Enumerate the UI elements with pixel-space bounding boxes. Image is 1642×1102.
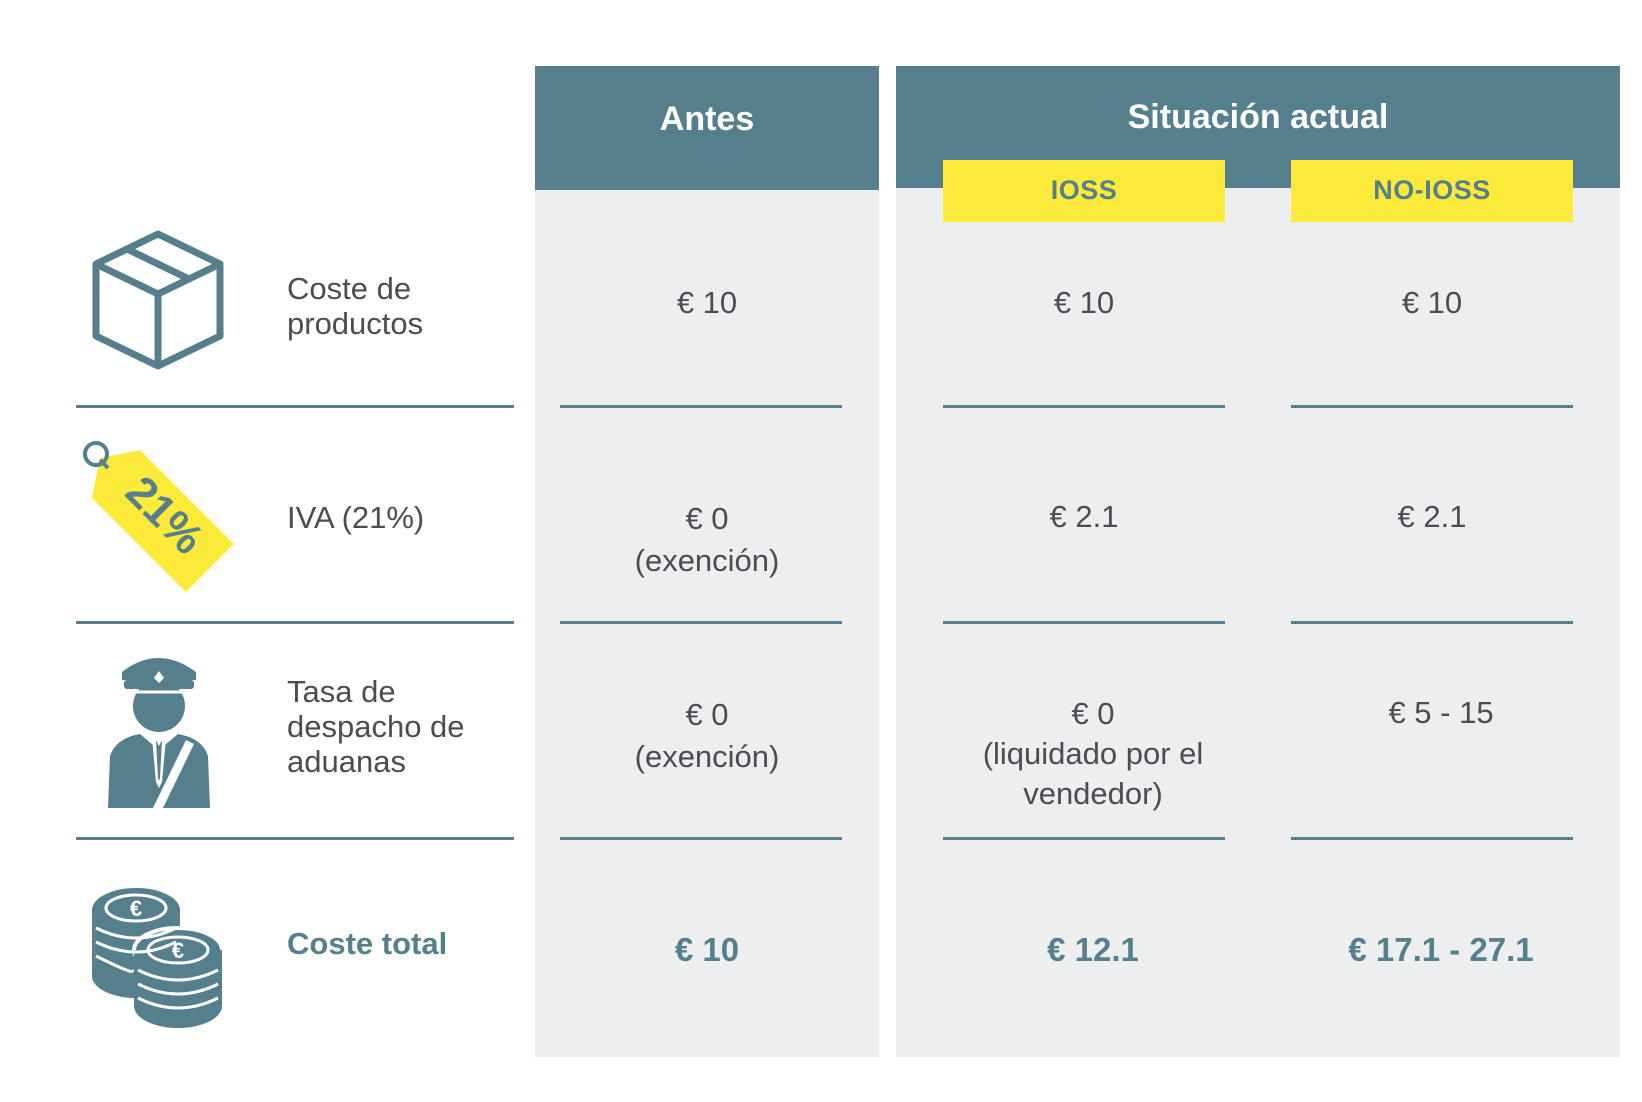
- row-label-tasa-aduanas: Tasa de despacho de aduanas: [287, 674, 465, 779]
- cell-note: (exención): [634, 739, 780, 774]
- coins-euro-icon: € €: [92, 888, 224, 1028]
- ioss-pill: IOSS: [943, 160, 1225, 222]
- ioss-total: € 12.1: [943, 931, 1243, 969]
- cell-value: € 10: [676, 285, 738, 320]
- cell-value: € 0: [1071, 696, 1115, 731]
- no-ioss-row1: € 10: [1291, 284, 1573, 322]
- cell-value: € 5 - 15: [1388, 695, 1494, 730]
- antes-total: € 10: [535, 931, 879, 969]
- row-divider: [76, 621, 514, 624]
- customs-officer-icon: [108, 658, 210, 810]
- svg-text:€: €: [130, 896, 142, 921]
- row-divider: [76, 837, 514, 840]
- row-divider: [1291, 837, 1573, 840]
- row-divider: [560, 837, 842, 840]
- no-ioss-row3: € 5 - 15: [1291, 694, 1591, 732]
- cell-value: € 0: [685, 501, 729, 536]
- cell-note: (exención): [634, 543, 780, 578]
- ioss-row1: € 10: [943, 284, 1225, 322]
- no-ioss-pill: NO-IOSS: [1291, 160, 1573, 222]
- cell-value: € 12.1: [1047, 931, 1139, 968]
- row-label-coste-total: Coste total: [287, 926, 448, 961]
- row-divider: [560, 405, 842, 408]
- no-ioss-total: € 17.1 - 27.1: [1291, 931, 1591, 969]
- row-divider: [76, 405, 514, 408]
- cell-value: € 0: [685, 697, 729, 732]
- row-divider: [560, 621, 842, 624]
- cell-note: vendedor): [1023, 776, 1163, 811]
- antes-row2: € 0 (exención): [535, 498, 879, 582]
- svg-text:€: €: [172, 938, 184, 963]
- price-tag-icon: 21%: [83, 441, 234, 592]
- cell-value: € 2.1: [1397, 499, 1467, 534]
- row-label-coste-productos: Coste de productos: [287, 271, 424, 341]
- antes-row1: € 10: [535, 284, 879, 322]
- antes-row3: € 0 (exención): [535, 694, 879, 778]
- row-divider: [943, 405, 1225, 408]
- row-label-iva: IVA (21%): [287, 500, 425, 535]
- cell-value: € 17.1 - 27.1: [1348, 931, 1534, 968]
- antes-title: Antes: [659, 100, 755, 138]
- situacion-title: Situación actual: [1127, 98, 1389, 136]
- cell-value: € 10: [1053, 285, 1115, 320]
- cell-value: € 10: [674, 931, 740, 968]
- ioss-row3: € 0 (liquidado por el vendedor): [943, 694, 1243, 814]
- situacion-column: [896, 66, 1620, 1057]
- antes-header: [535, 66, 879, 190]
- no-ioss-row2: € 2.1: [1291, 498, 1573, 536]
- ioss-row2: € 2.1: [943, 498, 1225, 536]
- cell-value: € 10: [1401, 285, 1463, 320]
- cell-note: (liquidado por el: [982, 736, 1204, 771]
- box-icon: [92, 230, 224, 370]
- antes-column: [535, 66, 879, 1057]
- cell-value: € 2.1: [1049, 499, 1119, 534]
- row-divider: [943, 621, 1225, 624]
- row-divider: [1291, 621, 1573, 624]
- row-divider: [943, 837, 1225, 840]
- row-divider: [1291, 405, 1573, 408]
